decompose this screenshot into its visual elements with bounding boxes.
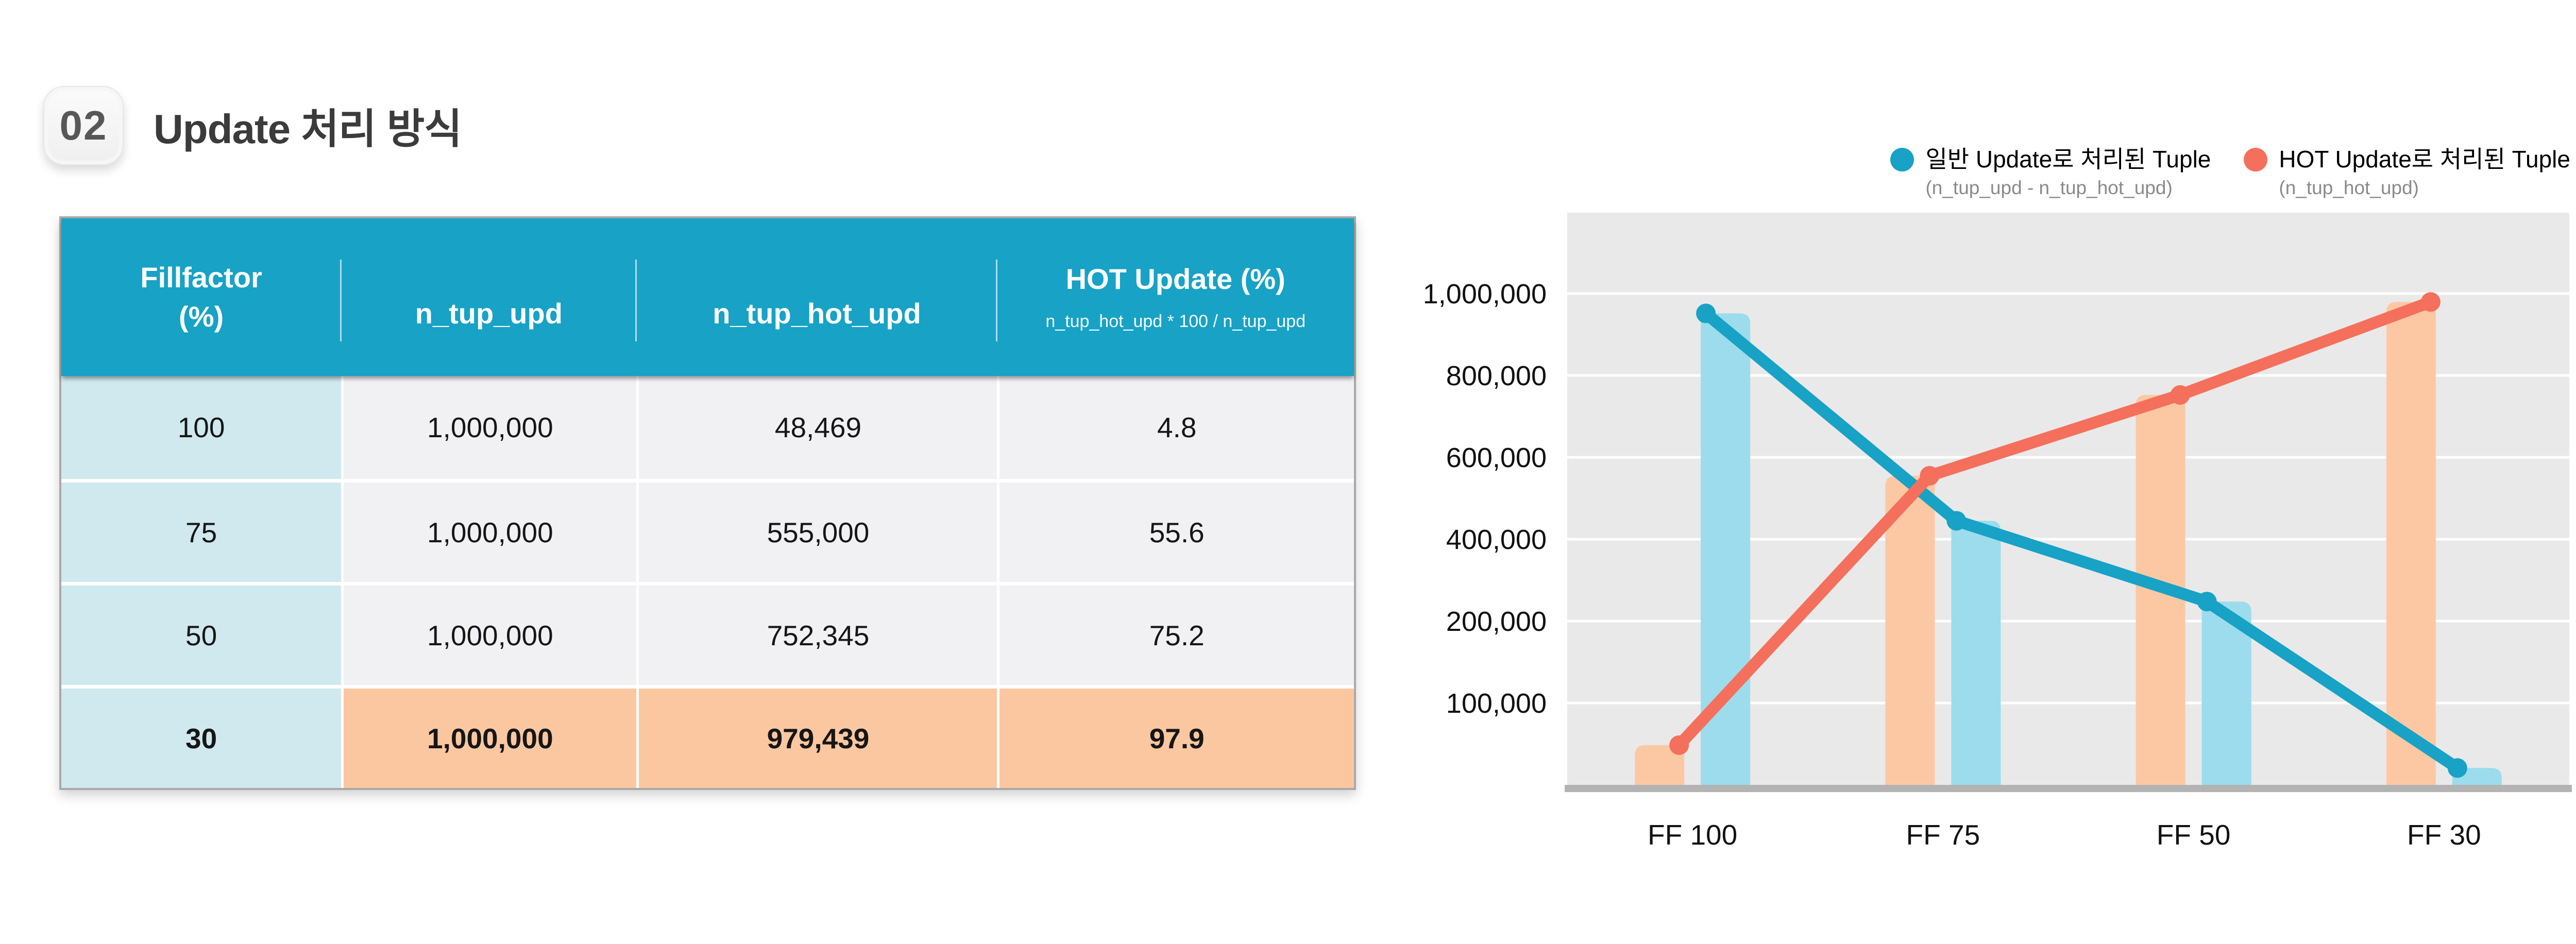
table-cell: 55.6 (997, 483, 1354, 582)
table-row: 75 1,000,000 555,000 55.6 (61, 479, 1354, 582)
chart-legend: 일반 Update로 처리된 Tuple (n_tup_upd - n_tup_… (1890, 146, 2570, 199)
legend-text-hot: HOT Update로 처리된 Tuple (n_tup_hot_upd) (2279, 146, 2570, 199)
y-tick-label: 200,000 (1446, 606, 1547, 637)
header-divider (340, 259, 342, 341)
line-normal (1700, 307, 2464, 774)
section-number-badge: 02 (43, 86, 124, 165)
table-row: 30 1,000,000 979,439 97.9 (61, 685, 1354, 788)
column-header-n-tup-upd: n_tup_upd (340, 218, 636, 376)
x-tick-label: FF 100 (1648, 819, 1737, 851)
table-cell: 1,000,000 (341, 483, 637, 582)
table-cell: 1,000,000 (341, 586, 637, 685)
y-tick-label: 400,000 (1446, 524, 1547, 555)
x-tick-label: FF 75 (1906, 819, 1980, 851)
point-normal (2197, 592, 2217, 612)
legend-item-normal-update: 일반 Update로 처리된 Tuple (n_tup_upd - n_tup_… (1890, 146, 2211, 199)
table-row: 100 1,000,000 48,469 4.8 (61, 376, 1354, 479)
hot-update-stats-table: Fillfactor (%) n_tup_upd n_tup_hot_upd H… (59, 216, 1356, 790)
point-hot (2420, 292, 2441, 312)
bar-normal (2201, 602, 2251, 785)
y-tick-label: 600,000 (1446, 442, 1547, 473)
section-number: 02 (59, 102, 108, 148)
table-cell: 75.2 (997, 586, 1354, 685)
table-cell: 1,000,000 (341, 376, 637, 479)
line-hot (1673, 296, 2437, 751)
x-tick-label: FF 50 (2157, 819, 2231, 851)
table-cell: 752,345 (636, 586, 997, 685)
header-divider (996, 259, 998, 341)
column-header-fillfactor: Fillfactor (%) (61, 218, 341, 376)
table-cell: 555,000 (636, 483, 997, 582)
bar-hot (1635, 745, 1685, 785)
x-axis-baseline (1565, 785, 2572, 792)
column-header-label: n_tup_hot_upd (713, 297, 921, 330)
legend-item-hot-update: HOT Update로 처리된 Tuple (n_tup_hot_upd) (2244, 146, 2570, 199)
table-cell: 4.8 (997, 376, 1354, 479)
table-cell: 75 (61, 483, 342, 582)
table-cell: 30 (61, 689, 342, 788)
legend-text-normal: 일반 Update로 처리된 Tuple (n_tup_upd - n_tup_… (1925, 146, 2211, 199)
legend-sublabel: (n_tup_upd - n_tup_hot_upd) (1925, 177, 2173, 198)
table-cell: 48,469 (636, 376, 997, 479)
point-hot (2170, 385, 2190, 405)
legend-label: 일반 Update로 처리된 Tuple (1925, 146, 2211, 173)
y-tick-label: 800,000 (1446, 361, 1547, 391)
page-title: Update 처리 방식 (154, 106, 462, 152)
column-header-formula: n_tup_hot_upd * 100 / n_tup_upd (1045, 312, 1306, 332)
legend-dot-normal-icon (1890, 148, 1914, 171)
column-header-hot-update-pct: HOT Update (%) n_tup_hot_upd * 100 / n_t… (996, 218, 1353, 376)
table-header-row: Fillfactor (%) n_tup_upd n_tup_hot_upd H… (61, 218, 1354, 376)
bar-hot (2386, 302, 2436, 785)
header-divider (635, 259, 637, 341)
table-row: 50 1,000,000 752,345 75.2 (61, 582, 1354, 685)
y-tick-label: 1,000,000 (1423, 279, 1547, 310)
bar-normal (1701, 313, 1751, 785)
point-hot (1669, 735, 1689, 755)
point-normal (2447, 758, 2467, 778)
bar-normal (1951, 521, 2001, 785)
column-header-label: HOT Update (%) (1065, 262, 1285, 295)
slide-header: 02 Update 처리 방식 (43, 81, 462, 170)
legend-label: HOT Update로 처리된 Tuple (2279, 146, 2570, 173)
y-tick-label: 100,000 (1446, 688, 1547, 719)
point-hot (1920, 466, 1940, 486)
table-cell: 1,000,000 (341, 689, 637, 788)
update-tuples-chart-svg: 100,000 200,000 400,000 600,000 800,000 1,000… (1423, 213, 2572, 851)
table-body: 100 1,000,000 48,469 4.8 75 1,000,000 555,000 5… (61, 376, 1354, 788)
table-cell: 100 (61, 376, 342, 479)
point-normal (1946, 511, 1967, 531)
table-cell: 97.9 (997, 689, 1354, 788)
column-header-label: Fillfactor (%) (140, 261, 262, 333)
bar-hot (1885, 475, 1935, 785)
table-cell: 979,439 (636, 689, 997, 788)
column-header-n-tup-hot-upd: n_tup_hot_upd (635, 218, 997, 376)
legend-sublabel: (n_tup_hot_upd) (2279, 177, 2419, 198)
column-header-label: n_tup_upd (415, 297, 563, 330)
point-normal (1696, 303, 1716, 323)
x-tick-label: FF 30 (2407, 819, 2481, 851)
table-cell: 50 (61, 586, 342, 685)
legend-dot-hot-icon (2244, 148, 2268, 171)
